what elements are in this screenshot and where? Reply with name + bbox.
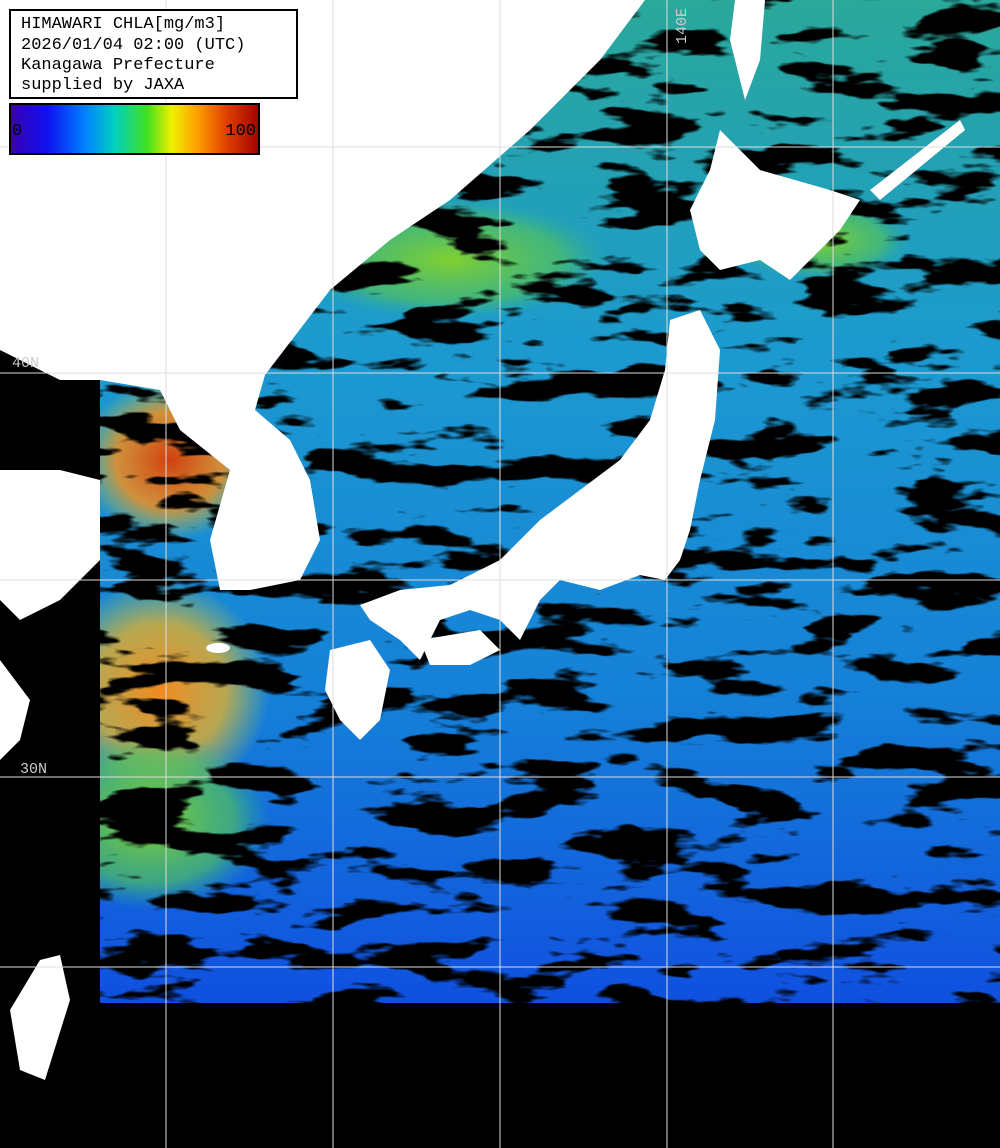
legend-line: 2026/01/04 02:00 (UTC): [21, 36, 245, 55]
legend-line: HIMAWARI CHLA[mg/m3]: [21, 15, 225, 34]
colorbar: [9, 103, 260, 155]
legend-box: [9, 9, 298, 99]
legend-line: Kanagawa Prefecture: [21, 56, 215, 75]
longitude-label: 140E: [674, 8, 691, 44]
latitude-label: 40N: [12, 355, 39, 372]
legend-line: supplied by JAXA: [21, 76, 185, 95]
colorbar-min: 0: [12, 122, 22, 141]
chla-field: [100, 0, 1000, 1003]
colorbar-max: 100: [225, 122, 256, 141]
latitude-label: 30N: [20, 761, 47, 778]
